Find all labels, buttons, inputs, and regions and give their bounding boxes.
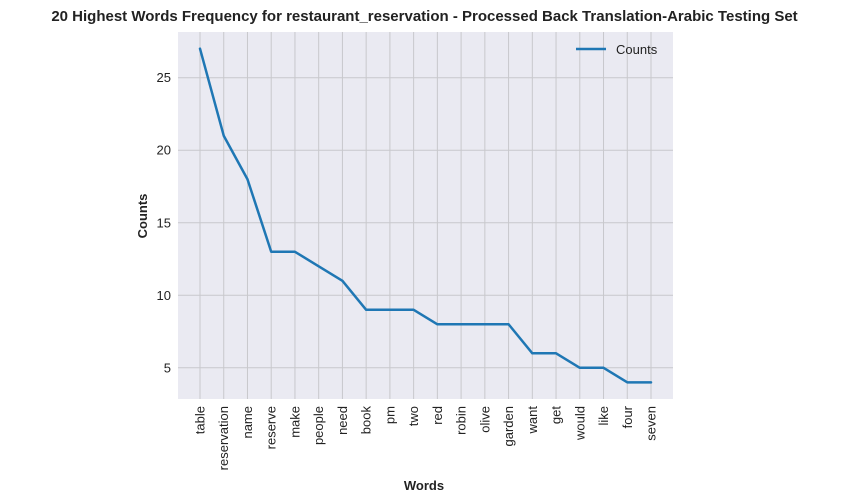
x-tick-label: would (572, 406, 587, 441)
x-tick-label: red (430, 406, 445, 425)
plot-area (178, 32, 673, 399)
grid-lines (178, 32, 673, 399)
x-tick-label: olive (477, 406, 492, 433)
x-tick-label: robin (454, 406, 469, 435)
x-tick-label: want (525, 406, 540, 435)
x-tick-label: name (240, 406, 255, 439)
y-tick-label: 5 (164, 360, 171, 375)
y-tick-label: 15 (157, 215, 171, 230)
x-tick-label: make (287, 406, 302, 438)
y-axis-ticks: 5 10 15 20 25 (157, 70, 171, 375)
x-tick-label: four (620, 405, 635, 428)
legend-label-counts: Counts (616, 42, 658, 57)
x-axis-ticks: table reservation name reserve make people nee… (193, 405, 659, 470)
y-tick-label: 25 (157, 70, 171, 85)
x-tick-label: pm (382, 406, 397, 424)
x-tick-label: garden (501, 406, 516, 446)
chart-title: 20 Highest Words Frequency for restauran… (51, 8, 797, 25)
x-tick-label: people (311, 406, 326, 445)
series-layer (198, 47, 653, 384)
x-tick-label: need (335, 406, 350, 435)
legend: Counts (576, 42, 658, 57)
series-line-counts (198, 47, 653, 384)
y-axis-label: Counts (135, 194, 150, 239)
x-tick-label: book (359, 406, 374, 435)
x-tick-label: table (193, 406, 208, 434)
y-tick-label: 20 (157, 143, 171, 158)
x-tick-label: get (549, 406, 564, 424)
x-tick-label: reserve (264, 406, 279, 449)
y-tick-label: 10 (157, 288, 171, 303)
x-tick-label: seven (644, 406, 659, 441)
x-tick-label: two (406, 406, 421, 426)
x-tick-label: reservation (216, 406, 231, 470)
x-tick-label: like (596, 406, 611, 426)
x-axis-label: Words (404, 478, 444, 493)
